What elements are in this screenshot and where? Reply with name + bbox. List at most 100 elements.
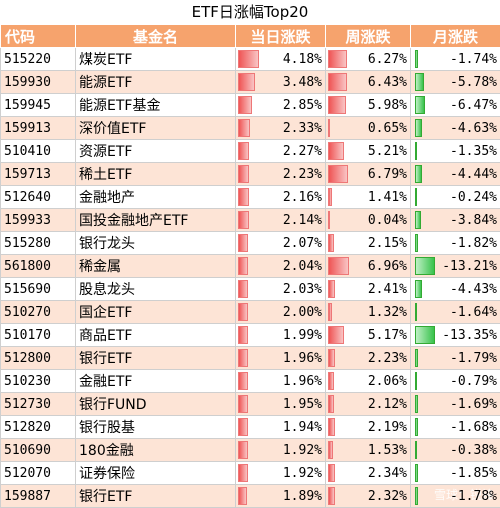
daily-change-value: 1.96% [283,374,322,389]
weekly-change-value: 0.04% [368,213,407,228]
cell-weekly-change: 0.04% [326,209,411,232]
header-weekly: 周涨跌 [326,25,411,48]
cell-code: 510230 [1,370,76,393]
monthly-change-bar [415,188,417,206]
daily-change-bar [238,464,248,482]
cell-weekly-change: 2.19% [326,416,411,439]
weekly-change-bar [328,395,334,413]
weekly-change-value: 2.34% [368,466,407,481]
weekly-change-bar [328,211,330,229]
monthly-change-value: -1.35% [450,144,497,159]
monthly-change-bar [415,73,424,91]
monthly-change-value: -0.79% [450,374,497,389]
cell-weekly-change: 1.41% [326,186,411,209]
cell-fund-name: 能源ETF基金 [76,94,236,117]
cell-code: 159713 [1,163,76,186]
weekly-change-bar [328,372,334,390]
daily-change-value: 2.04% [283,259,322,274]
cell-monthly-change: -1.74% [411,48,500,71]
cell-weekly-change: 1.32% [326,301,411,324]
weekly-change-value: 5.98% [368,98,407,113]
cell-daily-change: 2.16% [236,186,326,209]
daily-change-bar [238,119,250,137]
cell-daily-change: 2.33% [236,117,326,140]
monthly-change-value: -1.82% [450,236,497,251]
monthly-change-bar [415,165,422,183]
cell-fund-name: 股息龙头 [76,278,236,301]
cell-weekly-change: 2.15% [326,232,411,255]
weekly-change-bar [328,464,335,482]
cell-daily-change: 2.27% [236,140,326,163]
cell-daily-change: 3.48% [236,71,326,94]
monthly-change-value: -4.63% [450,121,497,136]
daily-change-value: 1.94% [283,420,322,435]
monthly-change-bar [415,280,422,298]
cell-weekly-change: 6.79% [326,163,411,186]
weekly-change-bar [328,96,346,114]
cell-weekly-change: 0.65% [326,117,411,140]
cell-daily-change: 1.96% [236,370,326,393]
cell-monthly-change: -0.79% [411,370,500,393]
weekly-change-bar [328,73,347,91]
daily-change-bar [238,234,248,252]
monthly-change-value: -5.78% [450,75,497,90]
monthly-change-bar [415,234,418,252]
cell-fund-name: 银行ETF [76,485,236,508]
cell-fund-name: 能源ETF [76,71,236,94]
cell-fund-name: 金融ETF [76,370,236,393]
cell-daily-change: 1.96% [236,347,326,370]
header-daily: 当日涨跌 [236,25,326,48]
cell-daily-change: 2.23% [236,163,326,186]
cell-monthly-change: -3.84% [411,209,500,232]
daily-change-value: 1.92% [283,466,322,481]
cell-fund-name: 国投金融地产ETF [76,209,236,232]
cell-code: 512730 [1,393,76,416]
cell-daily-change: 2.04% [236,255,326,278]
weekly-change-value: 2.15% [368,236,407,251]
cell-weekly-change: 5.21% [326,140,411,163]
cell-fund-name: 银行ETF [76,347,236,370]
weekly-change-bar [328,188,332,206]
cell-daily-change: 4.18% [236,48,326,71]
monthly-change-bar [415,418,418,436]
cell-code: 510270 [1,301,76,324]
daily-change-bar [238,73,255,91]
monthly-change-value: -0.24% [450,190,497,205]
chart-title: ETF日涨幅Top20 [0,0,500,24]
cell-daily-change: 2.03% [236,278,326,301]
daily-change-bar [238,96,252,114]
monthly-change-value: -13.21% [442,259,497,274]
cell-monthly-change: -1.35% [411,140,500,163]
weekly-change-bar [328,487,335,505]
monthly-change-value: -13.35% [442,328,497,343]
weekly-change-value: 6.27% [368,52,407,67]
monthly-change-bar [415,257,435,275]
cell-fund-name: 证券保险 [76,462,236,485]
cell-weekly-change: 2.41% [326,278,411,301]
weekly-change-value: 6.96% [368,259,407,274]
daily-change-value: 1.89% [283,489,322,504]
weekly-change-value: 5.21% [368,144,407,159]
cell-monthly-change: -0.38% [411,439,500,462]
cell-daily-change: 1.94% [236,416,326,439]
daily-change-value: 1.95% [283,397,322,412]
daily-change-value: 2.00% [283,305,322,320]
monthly-change-bar [415,119,422,137]
weekly-change-value: 2.32% [368,489,407,504]
cell-weekly-change: 2.06% [326,370,411,393]
cell-code: 510410 [1,140,76,163]
cell-code: 512070 [1,462,76,485]
monthly-change-value: -1.69% [450,397,497,412]
weekly-change-value: 2.12% [368,397,407,412]
